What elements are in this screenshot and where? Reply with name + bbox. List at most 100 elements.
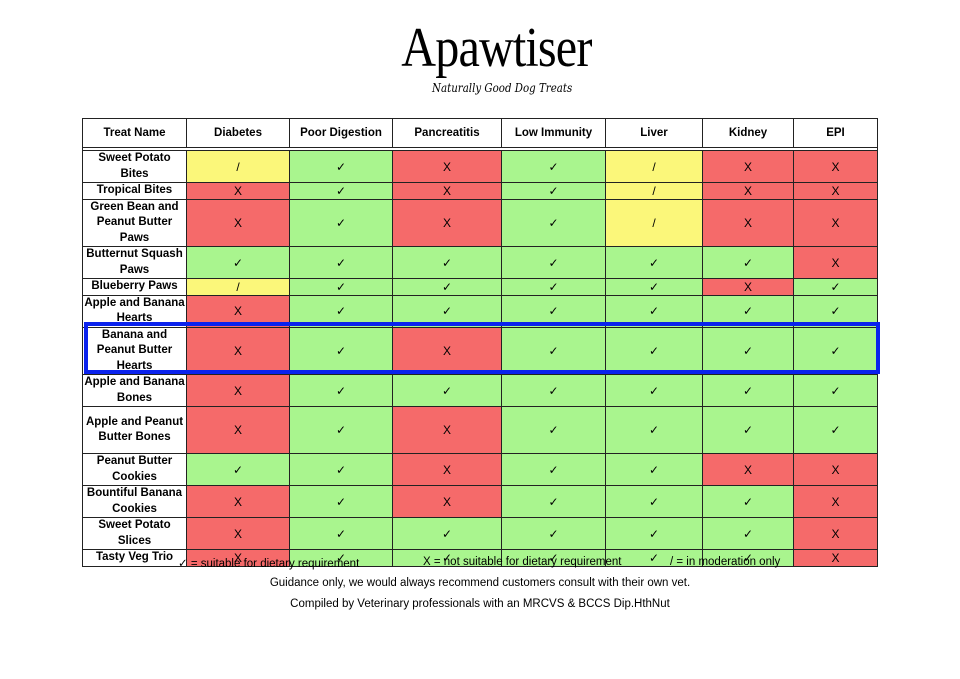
suitability-cell: X: [392, 326, 502, 375]
suitability-cell: X: [392, 406, 502, 454]
suitability-cell: X: [392, 453, 502, 486]
treat-name: Butternut Squash Paws: [82, 246, 187, 279]
column-header: Treat Name: [82, 118, 187, 148]
suitability-cell: X: [186, 406, 290, 454]
suitability-cell: ✓: [702, 549, 794, 567]
suitability-cell: ✓: [702, 517, 794, 550]
suitability-cell: ✓: [702, 485, 794, 518]
suitability-cell: ✓: [392, 246, 502, 279]
suitability-cell: X: [186, 374, 290, 407]
table-row: Sweet Potato Slices X ✓ ✓ ✓ ✓ ✓ X: [82, 517, 878, 550]
suitability-cell: ✓: [793, 374, 878, 407]
suitability-cell: /: [186, 278, 290, 296]
suitability-cell: ✓: [501, 150, 606, 183]
suitability-cell: ✓: [186, 453, 290, 486]
legend-not-suitable: X = not suitable for dietary requirement: [423, 556, 622, 568]
header-spacer-row: [82, 147, 878, 151]
suitability-cell: ✓: [289, 278, 393, 296]
treat-name: Apple and Banana Hearts: [82, 294, 187, 328]
suitability-cell: ✓: [392, 294, 502, 328]
suitability-cell: X: [186, 549, 290, 567]
suitability-cell: X: [186, 198, 290, 247]
suitability-cell: ✓: [605, 278, 703, 296]
suitability-cell: ✓: [186, 246, 290, 279]
suitability-cell: ✓: [289, 326, 393, 375]
table-row: Apple and Banana Hearts X ✓ ✓ ✓ ✓ ✓ ✓: [82, 294, 878, 328]
suitability-cell: X: [186, 517, 290, 550]
suitability-cell: X: [793, 517, 878, 550]
suitability-cell: ✓: [289, 549, 393, 567]
suitability-cell: ✓: [501, 453, 606, 486]
suitability-cell: X: [793, 549, 878, 567]
suitability-cell: ✓: [289, 374, 393, 407]
suitability-cell: X: [702, 198, 794, 247]
suitability-cell: /: [186, 150, 290, 183]
suitability-cell: /: [605, 150, 703, 183]
legend-moderation: / = in moderation only: [670, 556, 781, 568]
legend-suitable: ✓ = suitable for dietary requirement: [178, 558, 360, 570]
suitability-cell: ✓: [605, 549, 703, 567]
suitability-cell: X: [392, 198, 502, 247]
table-row: Bountiful Banana Cookies X ✓ X ✓ ✓ ✓ X: [82, 485, 878, 518]
suitability-cell: ✓: [392, 278, 502, 296]
suitability-cell: ✓: [392, 374, 502, 407]
suitability-cell: X: [392, 150, 502, 183]
suitability-cell: ✓: [501, 246, 606, 279]
treat-name: Sweet Potato Slices: [82, 517, 187, 550]
suitability-cell: ✓: [501, 182, 606, 200]
suitability-cell: ✓: [289, 453, 393, 486]
suitability-cell: ✓: [605, 294, 703, 328]
suitability-cell: ✓: [289, 150, 393, 183]
table-row: Banana and Peanut Butter Hearts X ✓ X ✓ ✓ ✓ ✓: [82, 326, 878, 375]
suitability-cell: ✓: [501, 406, 606, 454]
suitability-cell: X: [793, 485, 878, 518]
suitability-cell: ✓: [702, 406, 794, 454]
suitability-cell: X: [702, 453, 794, 486]
treat-name: Apple and Banana Bones: [82, 374, 187, 407]
table-row: Butternut Squash Paws ✓ ✓ ✓ ✓ ✓ ✓ X: [82, 246, 878, 279]
table-row: Sweet Potato Bites / ✓ X ✓ / X X: [82, 150, 878, 183]
table-row: Tasty Veg Trio X ✓ ✓ ✓ ✓ ✓ X: [82, 549, 878, 567]
suitability-cell: X: [702, 150, 794, 183]
column-header: Kidney: [702, 118, 794, 148]
column-header: Poor Digestion: [289, 118, 393, 148]
suitability-cell: ✓: [501, 374, 606, 407]
suitability-cell: ✓: [501, 278, 606, 296]
suitability-cell: X: [702, 278, 794, 296]
suitability-cell: X: [392, 485, 502, 518]
suitability-cell: ✓: [289, 406, 393, 454]
treat-name: Banana and Peanut Butter Hearts: [82, 326, 187, 375]
suitability-cell: ✓: [702, 374, 794, 407]
brand-name: Apawtiser: [401, 17, 592, 79]
suitability-cell: X: [186, 326, 290, 375]
suitability-cell: ✓: [289, 246, 393, 279]
column-header: Diabetes: [186, 118, 290, 148]
table-row: Apple and Banana Bones X ✓ ✓ ✓ ✓ ✓ ✓: [82, 374, 878, 407]
suitability-cell: ✓: [501, 326, 606, 375]
suitability-cell: ✓: [793, 326, 878, 375]
suitability-cell: X: [793, 246, 878, 279]
treat-name: Tasty Veg Trio: [82, 549, 187, 567]
suitability-cell: ✓: [392, 549, 502, 567]
dietary-suitability-table: Treat Name Diabetes Poor Digestion Pancreat…: [82, 118, 878, 567]
suitability-cell: ✓: [605, 374, 703, 407]
table-row: Apple and Peanut Butter Bones X ✓ X ✓ ✓ ✓ ✓: [82, 406, 878, 454]
table-row: Tropical Bites X ✓ X ✓ / X X: [82, 182, 878, 200]
suitability-cell: ✓: [289, 198, 393, 247]
column-header: EPI: [793, 118, 878, 148]
brand-logo: Apawtiser Naturally Good Dog Treats: [388, 17, 592, 95]
suitability-cell: ✓: [605, 517, 703, 550]
treat-name: Blueberry Paws: [82, 278, 187, 296]
guidance-note: Guidance only, we would always recommend…: [269, 577, 691, 589]
suitability-cell: ✓: [392, 517, 502, 550]
suitability-cell: ✓: [605, 406, 703, 454]
suitability-cell: X: [392, 182, 502, 200]
column-header: Liver: [605, 118, 703, 148]
table-row: Peanut Butter Cookies ✓ ✓ X ✓ ✓ X X: [82, 453, 878, 486]
treat-name: Green Bean and Peanut Butter Paws: [82, 198, 187, 247]
suitability-cell: X: [702, 182, 794, 200]
brand-tagline: Naturally Good Dog Treats: [432, 80, 573, 95]
suitability-cell: X: [793, 198, 878, 247]
suitability-cell: X: [793, 150, 878, 183]
table-row: Blueberry Paws / ✓ ✓ ✓ ✓ X ✓: [82, 278, 878, 296]
